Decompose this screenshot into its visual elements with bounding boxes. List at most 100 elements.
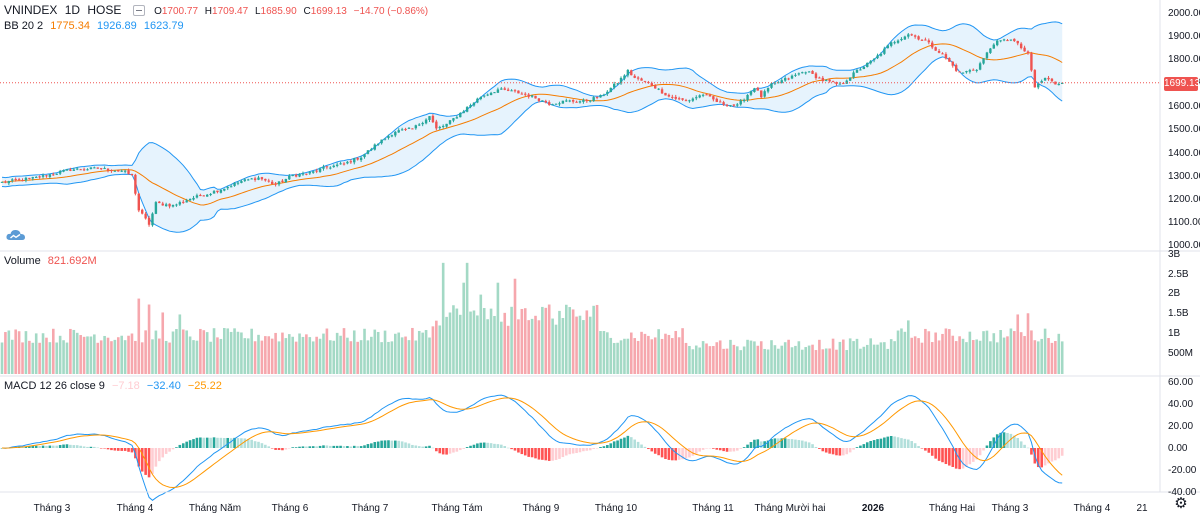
minimize-icon[interactable] (132, 5, 145, 17)
macd-histogram-bar (390, 440, 394, 448)
macd-histogram-bar (38, 446, 41, 448)
candle (1013, 38, 1016, 42)
macd-histogram-bar (865, 442, 869, 448)
candle (825, 79, 828, 82)
volume-bar (643, 333, 647, 374)
macd-histogram-bar (537, 448, 541, 460)
volume-bar (924, 328, 927, 374)
candle (346, 160, 349, 165)
candle-body (226, 187, 229, 189)
candle-body (294, 174, 298, 177)
macd-histogram-bar (503, 446, 507, 448)
candle-body (1033, 70, 1037, 88)
macd-histogram-bar (944, 448, 948, 465)
candle-body (975, 69, 978, 71)
candle-body (674, 96, 677, 99)
volume-bar (397, 332, 401, 374)
macd-histogram-bar (1030, 448, 1033, 455)
candle-body (305, 173, 308, 175)
candle-body (982, 58, 985, 64)
candle-body (561, 100, 565, 104)
candle (147, 215, 151, 227)
candle-body (38, 176, 41, 178)
volume-bar (1047, 337, 1050, 374)
volume-bar (848, 338, 852, 374)
volume-bar (787, 339, 790, 374)
volume-legend[interactable]: Volume 821.692M (4, 255, 101, 267)
macd-histogram-bar (917, 446, 920, 448)
candle-body (120, 170, 123, 172)
volume-bar (985, 330, 989, 374)
bb-legend[interactable]: BB 20 2 1775.34 1926.89 1623.79 (4, 20, 188, 32)
volume-bar (185, 330, 188, 374)
candle (366, 150, 370, 155)
macd-histogram-bar (626, 435, 630, 448)
volume-bar (277, 341, 281, 374)
cloud-logo-icon[interactable] (5, 227, 27, 243)
candle-body (616, 83, 619, 85)
macd-histogram-bar (82, 446, 86, 448)
volume-bar (715, 342, 719, 374)
volume-bar (547, 304, 551, 374)
time-axis-label: Tháng 6 (272, 503, 309, 514)
symbol-legend[interactable]: VNINDEX 1D HOSE O1700.77 H1709.47 L1685.… (4, 3, 436, 17)
candle-body (954, 65, 958, 71)
macd-histogram-bar (951, 448, 955, 467)
macd-histogram-bar (103, 448, 106, 449)
volume-bar (144, 330, 147, 374)
macd-histogram-bar (404, 442, 407, 448)
macd-histogram-bar (479, 442, 483, 448)
candle (493, 92, 496, 94)
macd-histogram-bar (592, 448, 595, 449)
macd-histogram-bar (1023, 444, 1026, 448)
volume-bar (301, 336, 305, 374)
candle-body (192, 197, 195, 200)
macd-histogram-bar (500, 444, 503, 448)
macd-histogram-bar (681, 448, 684, 460)
volume-bar (270, 338, 274, 374)
candle (965, 70, 968, 74)
volume-bar (250, 328, 253, 374)
candle (250, 177, 253, 180)
candle (240, 179, 243, 184)
volume-bar (978, 340, 982, 374)
candle (339, 161, 342, 165)
macd-histogram-bar (1040, 448, 1043, 468)
candle (568, 99, 571, 103)
macd-legend[interactable]: MACD 12 26 close 9 −7.18 −32.40 −25.22 (4, 380, 226, 392)
macd-histogram-bar (394, 440, 397, 448)
candle-body (175, 204, 178, 206)
candle (510, 89, 513, 92)
candle (243, 178, 247, 183)
candle (106, 168, 110, 173)
candle-body (862, 66, 866, 70)
macd-histogram-bar (322, 445, 325, 448)
candle (264, 178, 267, 182)
volume-bar (896, 330, 900, 374)
volume-bar (359, 340, 363, 374)
volume-bar (647, 335, 650, 374)
macd-histogram-bar (1047, 448, 1050, 464)
candle (982, 58, 985, 65)
candle (370, 147, 373, 152)
candle (7, 180, 11, 186)
volume-bar (756, 345, 760, 374)
volume-bar (708, 346, 712, 374)
volume-bar (28, 340, 31, 374)
candle (835, 81, 838, 86)
time-axis-label: Tháng 3 (34, 503, 71, 514)
macd-histogram-bar (800, 440, 804, 448)
candle (178, 200, 182, 206)
macd-histogram-bar (616, 440, 619, 448)
macd-histogram-bar (329, 445, 332, 448)
volume-bar (537, 320, 541, 374)
candle-body (948, 58, 951, 62)
gear-icon[interactable]: ⚙ (1174, 495, 1188, 512)
volume-bar (1016, 314, 1020, 374)
macd-histogram-bar (852, 448, 855, 450)
candle-body (657, 88, 660, 90)
macd-histogram-bar (619, 438, 623, 448)
candle-body (866, 62, 869, 67)
